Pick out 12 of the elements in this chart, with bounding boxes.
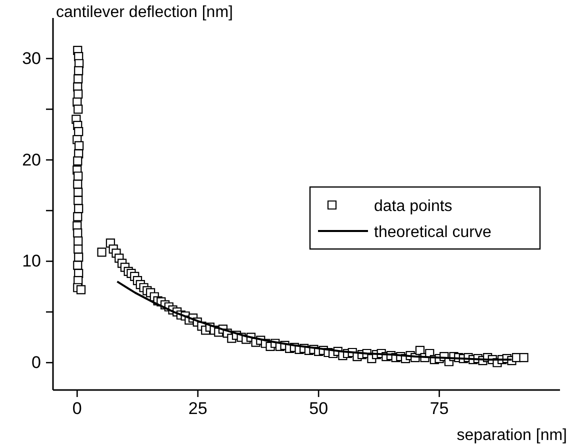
y-tick-label: 30 [22,48,41,68]
x-axis-title: separation [nm] [456,427,567,444]
x-tick-label: 75 [430,399,449,418]
x-tick-label: 25 [188,399,208,418]
y-tick-label: 0 [32,353,41,372]
y-axis-title: cantilever deflection [nm] [56,4,233,21]
x-tick-label: 0 [72,399,82,418]
y-tick-label: 20 [22,150,41,170]
legend-label: theoretical curve [374,224,492,241]
legend-label: data points [374,198,452,215]
y-tick-label: 10 [22,252,41,271]
x-tick-label: 50 [309,399,328,418]
